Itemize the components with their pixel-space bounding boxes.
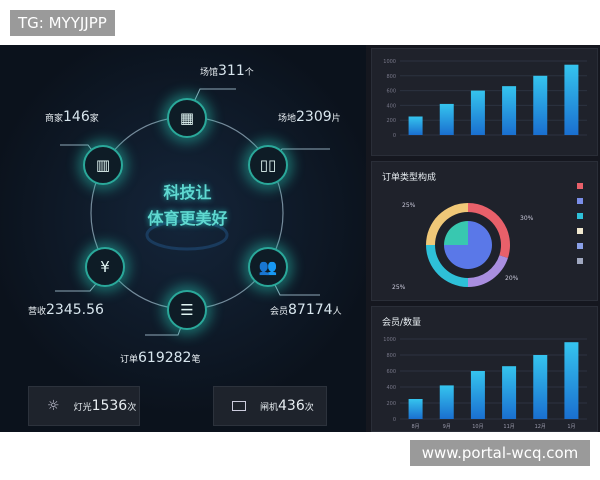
- x-tick-label: 9月: [443, 424, 451, 430]
- node-label-revenue: 营收2345.56: [28, 302, 104, 318]
- node-label-orders: 订单619282笔: [120, 350, 201, 366]
- donut-slice[interactable]: [426, 245, 468, 287]
- watermark-bottom: www.portal-wcq.com: [410, 440, 590, 466]
- bar[interactable]: [564, 342, 579, 419]
- donut-slice[interactable]: [426, 203, 468, 245]
- bar[interactable]: [470, 371, 485, 419]
- bar[interactable]: [502, 86, 517, 135]
- x-tick-label: 12月: [535, 424, 546, 430]
- bar[interactable]: [533, 75, 548, 135]
- legend-swatch: [577, 212, 583, 219]
- document-icon[interactable]: ☰: [167, 290, 207, 330]
- stat-gates: 闸机436次: [213, 386, 327, 426]
- y-tick-label: 0: [393, 133, 396, 139]
- legend-item[interactable]: [577, 253, 587, 268]
- legend-swatch: [577, 227, 583, 234]
- y-tick-label: 400: [386, 103, 396, 109]
- bar[interactable]: [533, 355, 548, 419]
- donut-slice[interactable]: [468, 255, 508, 287]
- legend-item[interactable]: [577, 223, 587, 238]
- donut-slice[interactable]: [444, 221, 492, 269]
- node-label-members: 会员87174人: [270, 302, 342, 318]
- stat-lights-text: 灯光1536次: [73, 398, 137, 414]
- node-label-merchants: 商家146家: [45, 109, 99, 125]
- legend-item[interactable]: [577, 178, 587, 193]
- member-count-title: 会员/数量: [382, 318, 422, 328]
- hub-panel: ▦ ▥ ▯▯ ¥ ☰ 👥 场馆311个 商家146家 场地2309片 营收234…: [0, 45, 366, 432]
- y-tick-label: 600: [386, 89, 396, 95]
- donut-slice[interactable]: [444, 221, 468, 245]
- stat-gates-text: 闸机436次: [260, 398, 314, 414]
- card-icon: [232, 401, 246, 411]
- legend-swatch: [577, 197, 583, 204]
- legend-item[interactable]: [577, 193, 587, 208]
- legend-item[interactable]: [577, 208, 587, 223]
- donut-data-label: 25%: [402, 202, 416, 209]
- order-type-donut: 30% 20% 25% 25%: [392, 202, 534, 291]
- y-tick-label: 200: [386, 118, 396, 124]
- y-tick-label: 800: [386, 74, 396, 80]
- slogan-line-1: 科技让: [163, 183, 212, 202]
- x-tick-label: 11月: [503, 424, 514, 430]
- yen-icon[interactable]: ¥: [85, 247, 125, 287]
- users-icon[interactable]: 👥: [248, 247, 288, 287]
- bar[interactable]: [408, 116, 423, 136]
- x-tick-label: 8月: [411, 424, 419, 430]
- bar[interactable]: [564, 64, 579, 135]
- node-label-courts: 场地2309片: [278, 109, 341, 125]
- member-count-panel: 会员/数量 0 200 400 600 800 1000 8月 9月 10月 11月 12月 1月: [371, 306, 598, 432]
- order-type-panel: 订单类型构成 30% 20% 25% 25%: [371, 161, 598, 301]
- building-icon[interactable]: ▦: [167, 98, 207, 138]
- donut-legend: [577, 178, 587, 268]
- legend-item[interactable]: [577, 238, 587, 253]
- bar[interactable]: [470, 90, 485, 135]
- lightbulb-icon: ☼: [47, 398, 60, 414]
- y-tick-label: 400: [386, 385, 396, 391]
- x-tick-label: 1月: [567, 424, 575, 430]
- x-tick-label: 10月: [472, 424, 483, 430]
- watermark-top: TG: MYYJJPP: [10, 10, 115, 36]
- store-icon[interactable]: ▥: [83, 145, 123, 185]
- member-count-chart: 0 200 400 600 800 1000 8月 9月 10月 11月 12月 1月: [383, 337, 587, 430]
- legend-swatch: [577, 257, 583, 264]
- hub-slogan: 科技让 体育更美好: [140, 180, 235, 232]
- node-label-venues: 场馆311个: [200, 63, 254, 79]
- y-tick-label: 200: [386, 401, 396, 407]
- bar-chart-panel-top: 0 200 400 600 800 1000: [371, 48, 598, 156]
- legend-swatch: [577, 242, 583, 249]
- stat-lights: ☼ 灯光1536次: [28, 386, 140, 426]
- donut-slice[interactable]: [468, 203, 510, 258]
- bar[interactable]: [408, 399, 423, 419]
- dashboard: ▦ ▥ ▯▯ ¥ ☰ 👥 场馆311个 商家146家 场地2309片 营收234…: [0, 45, 600, 432]
- book-icon[interactable]: ▯▯: [248, 145, 288, 185]
- donut-data-label: 20%: [505, 275, 519, 282]
- legend-swatch: [577, 182, 583, 189]
- bar[interactable]: [439, 385, 454, 419]
- y-tick-label: 0: [393, 417, 396, 423]
- slogan-line-2: 体育更美好: [147, 209, 228, 228]
- donut-data-label: 30%: [520, 215, 534, 222]
- y-tick-label: 600: [386, 369, 396, 375]
- bar[interactable]: [439, 103, 454, 135]
- y-tick-label: 800: [386, 353, 396, 359]
- bar[interactable]: [502, 366, 517, 419]
- order-type-title: 订单类型构成: [382, 173, 437, 183]
- y-tick-label: 1000: [383, 59, 396, 65]
- donut-data-label: 25%: [392, 284, 406, 291]
- y-tick-label: 1000: [383, 337, 396, 343]
- bar-chart-top: 0 200 400 600 800 1000: [383, 59, 587, 139]
